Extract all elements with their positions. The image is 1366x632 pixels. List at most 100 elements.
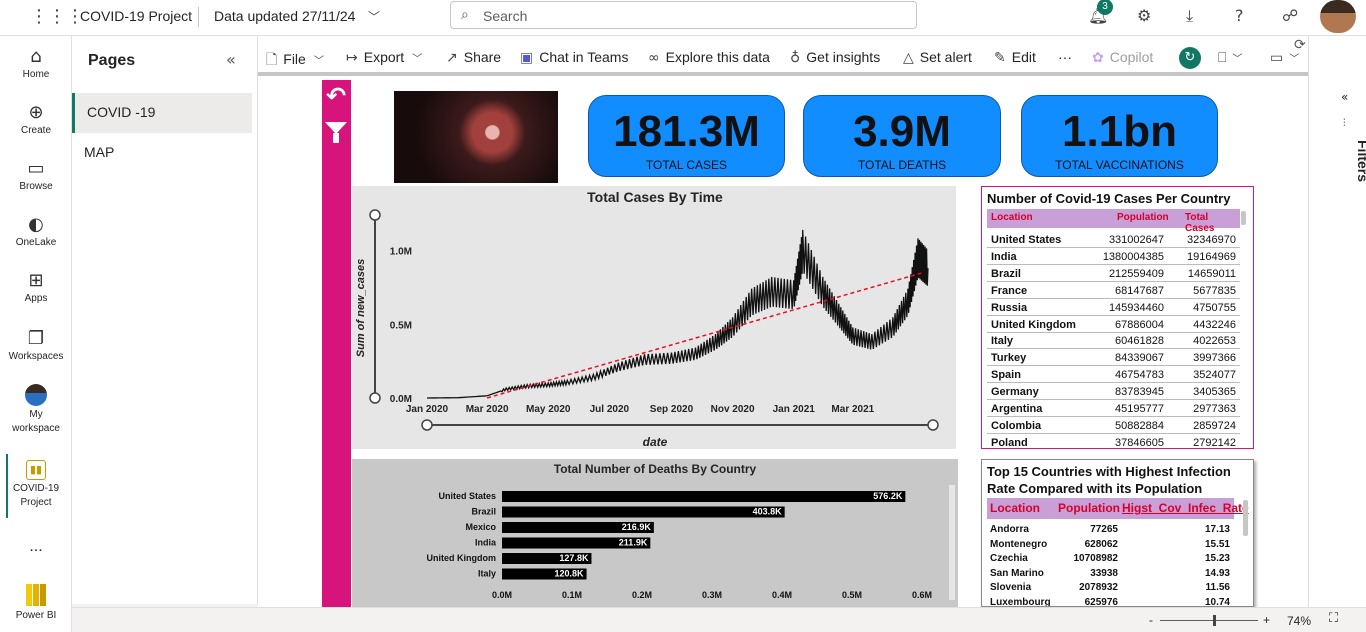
reset-icon[interactable]: ↻ bbox=[1179, 47, 1201, 69]
edit-button[interactable]: ✎ Edit bbox=[994, 49, 1036, 66]
rail-item-my-workspace[interactable]: My workspace bbox=[0, 384, 72, 436]
search-input[interactable]: ⌕ Search bbox=[450, 1, 917, 29]
more-options-button[interactable]: ··· bbox=[1058, 49, 1072, 65]
column-header[interactable]: Location bbox=[991, 212, 1033, 223]
refresh-icon[interactable]: ⟳ bbox=[1294, 37, 1306, 53]
app-launcher-icon[interactable]: ⋮⋮⋮ bbox=[30, 6, 84, 27]
table-row[interactable]: United Kingdom 67886004 4432246 bbox=[987, 316, 1240, 333]
share-button[interactable]: ↗ Share bbox=[446, 49, 501, 66]
back-arrow-icon[interactable]: ↶ bbox=[326, 82, 347, 110]
zoom-out-icon[interactable]: - bbox=[1149, 613, 1153, 627]
table-row[interactable]: France 68147687 5677835 bbox=[987, 282, 1240, 299]
kpi-total-vaccinations[interactable]: 1.1bn TOTAL VACCINATIONS bbox=[1021, 95, 1218, 177]
line-chart-visual[interactable]: Total Cases By Time date Sum of new_case… bbox=[352, 186, 956, 449]
table-row[interactable]: San Marino 33938 14.93 bbox=[987, 566, 1234, 581]
bookmark-button[interactable]: ⎕ ﹀ bbox=[1218, 49, 1248, 66]
rail-item-create[interactable]: ⊕ Create bbox=[0, 102, 72, 136]
data-updated-label[interactable]: Data updated 27/11/24 bbox=[214, 8, 356, 24]
share-people-icon[interactable]: ☍ bbox=[1282, 6, 1299, 25]
table-row[interactable]: Spain 46754783 3524077 bbox=[987, 366, 1240, 384]
table-scrollbar[interactable] bbox=[1241, 211, 1246, 225]
filter-icon[interactable] bbox=[325, 122, 347, 134]
fit-to-page-icon[interactable]: ⛶ bbox=[1329, 611, 1339, 626]
page-item-covid[interactable]: COVID -19 bbox=[72, 93, 252, 133]
y-slider-handle-bottom[interactable] bbox=[369, 392, 381, 404]
table-row[interactable]: Slovenia 2078932 11.56 bbox=[987, 580, 1234, 595]
toolbar-scrollbar[interactable] bbox=[258, 72, 1308, 76]
rail-item-covid-project[interactable]: ▮▮ COVID-19 Project bbox=[0, 460, 72, 510]
avatar[interactable] bbox=[1320, 0, 1356, 33]
bar[interactable] bbox=[502, 491, 906, 502]
table-row[interactable]: Italy 60461828 4022653 bbox=[987, 332, 1240, 350]
zoom-in-icon[interactable]: + bbox=[1263, 613, 1271, 627]
collapse-icon[interactable]: « bbox=[226, 50, 236, 69]
column-header[interactable]: Population bbox=[1058, 501, 1120, 515]
bar[interactable] bbox=[502, 506, 785, 518]
set-alert-button[interactable]: △ Set alert bbox=[903, 49, 972, 66]
file-icon: 🗋 bbox=[266, 52, 278, 68]
rail-item-apps[interactable]: ⊞ Apps bbox=[0, 270, 72, 304]
table-row[interactable]: United States 331002647 32346970 bbox=[987, 231, 1240, 248]
bar[interactable] bbox=[502, 568, 587, 580]
zoom-slider-thumb[interactable] bbox=[1213, 615, 1217, 626]
expand-icon[interactable]: « bbox=[1341, 90, 1349, 104]
download-icon[interactable]: ⤓ bbox=[1186, 6, 1194, 25]
table-cell: France bbox=[991, 284, 1028, 297]
table-row[interactable]: Turkey 84339067 3997366 bbox=[987, 349, 1240, 367]
table-row[interactable]: India 1380004385 19164969 bbox=[987, 248, 1240, 265]
app-title[interactable]: COVID-19 Project bbox=[80, 8, 193, 24]
rail-item-home[interactable]: ⌂ Home bbox=[0, 46, 72, 80]
get-insights-button[interactable]: ♁ Get insights bbox=[790, 49, 880, 66]
bar-data-label: 403.8K bbox=[753, 507, 783, 517]
y-slider-handle-top[interactable] bbox=[369, 209, 381, 221]
column-header[interactable]: Higst_Cov_Infec_Rate bbox=[1122, 501, 1249, 515]
bar-chart-scrollbar[interactable] bbox=[949, 485, 955, 600]
rail-item-browse[interactable]: ▭ Browse bbox=[0, 158, 72, 192]
rail-item-powerbi[interactable]: Power BI bbox=[0, 584, 72, 621]
table-cell: 10708982 bbox=[1073, 553, 1119, 565]
series-line-new-cases[interactable] bbox=[426, 229, 929, 399]
chevron-down-icon[interactable]: ﹀ bbox=[368, 10, 381, 24]
chat-in-teams-button[interactable]: ▣ Chat in Teams bbox=[520, 49, 628, 66]
table-scrollbar[interactable] bbox=[1243, 500, 1248, 536]
export-menu[interactable]: ↦ Export ﹀ bbox=[346, 49, 428, 66]
table-row[interactable]: Colombia 50882884 2859724 bbox=[987, 417, 1240, 434]
bar[interactable] bbox=[502, 553, 592, 564]
x-slider-handle-right[interactable] bbox=[927, 419, 939, 431]
copilot-button[interactable]: ✿ Copilot bbox=[1092, 49, 1153, 66]
bar-chart-visual[interactable]: Total Number of Deaths By Country United… bbox=[352, 459, 958, 607]
column-header[interactable]: Total Cases bbox=[1185, 212, 1215, 234]
table-row[interactable]: Poland 37846605 2792142 bbox=[987, 434, 1240, 448]
table-row[interactable]: Andorra 77265 17.13 bbox=[987, 522, 1234, 537]
page-item-map[interactable]: MAP bbox=[84, 144, 115, 160]
file-menu[interactable]: 🗋 File ﹀ bbox=[266, 49, 330, 73]
explore-data-button[interactable]: ∞ Explore this data bbox=[648, 49, 770, 66]
table-row[interactable]: Argentina 45195777 2977363 bbox=[987, 400, 1240, 417]
table-row[interactable]: Germany 83783945 3405365 bbox=[987, 383, 1240, 401]
bar-data-label: 127.8K bbox=[559, 553, 589, 563]
zoom-slider[interactable] bbox=[1160, 620, 1258, 621]
virus-image bbox=[394, 91, 558, 183]
table-row[interactable]: Russia 145934460 4750755 bbox=[987, 299, 1240, 316]
table-row[interactable]: Montenegro 628062 15.51 bbox=[987, 537, 1234, 552]
help-icon[interactable]: ? bbox=[1235, 6, 1244, 25]
x-slider-handle-left[interactable] bbox=[421, 419, 433, 431]
gear-icon[interactable]: ⚙ bbox=[1137, 6, 1152, 25]
cases-per-country-table[interactable]: Number of Covid-19 Cases Per Country Loc… bbox=[981, 186, 1254, 449]
infection-rate-table[interactable]: Top 15 Countries with Highest Infection … bbox=[981, 459, 1254, 607]
table-row[interactable]: Brazil 212559409 14659011 bbox=[987, 265, 1240, 282]
powerbi-logo-icon bbox=[26, 584, 46, 606]
column-header[interactable]: Population bbox=[1117, 212, 1169, 223]
kpi-total-deaths[interactable]: 3.9M TOTAL DEATHS bbox=[803, 95, 1001, 177]
filters-pane[interactable]: ⟳ « ⫶ Filters bbox=[1294, 36, 1366, 607]
rail-item-workspaces[interactable]: ❐ Workspaces bbox=[0, 328, 72, 362]
bar[interactable] bbox=[502, 522, 654, 533]
table-row[interactable]: Czechia 10708982 15.23 bbox=[987, 551, 1234, 566]
column-header[interactable]: Location bbox=[990, 501, 1040, 515]
view-button[interactable]: ▭ ﹀ bbox=[1270, 49, 1305, 66]
bar[interactable] bbox=[502, 537, 651, 549]
more-icon[interactable]: ... bbox=[29, 538, 43, 555]
rail-item-onelake[interactable]: ◐ OneLake bbox=[0, 214, 72, 248]
kpi-total-cases[interactable]: 181.3M TOTAL CASES bbox=[588, 95, 785, 177]
table-row[interactable]: Luxembourg 625976 10.74 bbox=[987, 595, 1234, 606]
